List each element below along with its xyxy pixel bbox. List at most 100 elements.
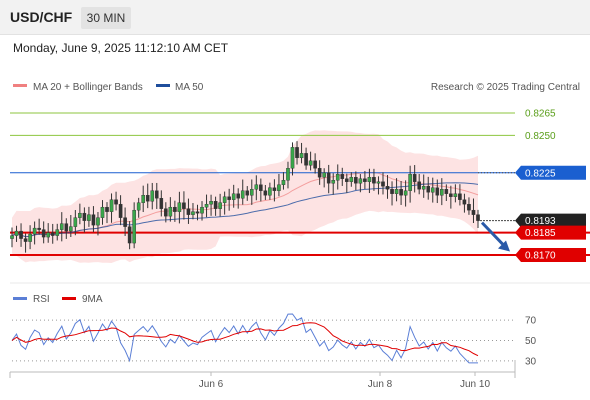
candle-body xyxy=(46,232,50,238)
candle-body xyxy=(159,198,164,209)
candle-body xyxy=(453,193,458,197)
chart-header: USD/CHF 30 MIN xyxy=(0,0,590,35)
candle-body xyxy=(240,190,245,199)
candle-body xyxy=(186,208,191,215)
candle-body xyxy=(213,200,218,209)
candle-body xyxy=(394,189,399,194)
candle-body xyxy=(222,196,227,203)
candle-body xyxy=(249,189,254,196)
candle-body xyxy=(440,189,444,196)
candle-body xyxy=(277,184,281,191)
rsi-tick-50: 50 xyxy=(525,336,537,347)
rsi-line xyxy=(11,313,478,364)
x-tick-label: Jun 6 xyxy=(199,379,224,390)
candle-body xyxy=(177,202,182,212)
candle-body xyxy=(417,181,421,190)
arrow-head xyxy=(498,240,510,252)
level-label-0.8193: 0.8193 xyxy=(525,216,556,227)
rsi-panel: 70 50 30 xyxy=(11,313,537,367)
candle-body xyxy=(376,181,381,184)
candle-body xyxy=(87,214,91,221)
candle-body xyxy=(444,189,449,194)
candle-body xyxy=(231,193,236,200)
ma50-line xyxy=(11,182,479,238)
candle-body xyxy=(236,193,241,199)
bollinger-bands xyxy=(11,130,479,263)
candle-body xyxy=(335,174,340,181)
candle-body xyxy=(118,203,123,218)
candle-body xyxy=(218,202,222,209)
level-label-0.8225: 0.8225 xyxy=(525,168,556,179)
rsi-tick-30: 30 xyxy=(525,356,537,367)
candle-body xyxy=(154,190,159,199)
candle-body xyxy=(381,181,385,187)
x-axis-ticks: Jun 6 Jun 8 Jun 10 xyxy=(199,372,490,390)
candle-body xyxy=(59,223,64,230)
candle-body xyxy=(349,177,354,182)
candle-body xyxy=(145,195,150,202)
candle-body xyxy=(272,187,277,191)
candle-body xyxy=(462,199,467,205)
candle-body xyxy=(254,184,259,190)
candle-body xyxy=(100,206,105,218)
level-label-0.8170: 0.8170 xyxy=(525,251,556,262)
candle-body xyxy=(114,199,118,205)
main-legend: MA 20 + Bollinger Bands MA 50 Research ©… xyxy=(13,82,580,93)
level-tag-0.8185 xyxy=(515,225,586,240)
timeframe-button[interactable]: 30 MIN xyxy=(81,7,131,29)
candle-body xyxy=(403,190,408,196)
candle-body xyxy=(91,214,96,226)
candle-body xyxy=(204,203,209,208)
candle-body xyxy=(322,172,326,178)
candle-body xyxy=(290,147,295,169)
x-tick-label: Jun 8 xyxy=(368,379,393,390)
candle-body xyxy=(64,223,69,232)
candle-body xyxy=(173,206,177,212)
candle-body xyxy=(23,238,28,242)
forecast-arrow xyxy=(480,221,510,252)
candle-body xyxy=(123,217,127,227)
candle-body xyxy=(50,232,55,236)
candlesticks xyxy=(10,141,480,253)
price-levels xyxy=(10,112,590,257)
candle-body xyxy=(308,160,313,166)
candle-body xyxy=(245,190,250,196)
candle-body xyxy=(326,172,331,184)
candle-body xyxy=(69,226,73,232)
legend-label-rsi: RSI xyxy=(33,294,50,305)
candle-body xyxy=(471,209,476,215)
candle-body xyxy=(426,186,431,193)
candle-body xyxy=(259,184,263,191)
level-label-0.8265: 0.8265 xyxy=(525,108,556,119)
legend-label-9ma: 9MA xyxy=(82,294,103,305)
candle-body xyxy=(358,178,363,184)
candle-body xyxy=(435,187,440,196)
bollinger-band-fill xyxy=(12,130,478,263)
candle-body xyxy=(340,174,345,179)
research-credit: Research © 2025 Trading Central xyxy=(431,82,580,93)
legend-swatch-rsi xyxy=(13,297,27,300)
candle-body xyxy=(430,187,435,193)
candle-body xyxy=(191,211,195,215)
candle-body xyxy=(286,168,290,181)
candle-body xyxy=(132,209,136,244)
candle-body xyxy=(82,212,87,221)
arrow-shaft xyxy=(480,221,506,247)
candle-body xyxy=(372,177,376,184)
candle-body xyxy=(354,177,358,184)
symbol-title: USD/CHF xyxy=(10,9,73,25)
level-tag-0.8170 xyxy=(515,248,586,263)
candle-body xyxy=(331,180,336,184)
candle-body xyxy=(105,206,109,212)
candle-body xyxy=(41,229,46,238)
legend-swatch-bollinger xyxy=(13,84,27,87)
level-tag-0.8193 xyxy=(515,213,586,228)
candle-body xyxy=(476,214,480,221)
candle-body xyxy=(263,190,268,196)
candle-body xyxy=(141,195,146,203)
candle-body xyxy=(195,211,200,214)
x-tick-label: Jun 10 xyxy=(460,379,490,390)
candle-body xyxy=(73,217,78,227)
candle-body xyxy=(268,187,272,196)
